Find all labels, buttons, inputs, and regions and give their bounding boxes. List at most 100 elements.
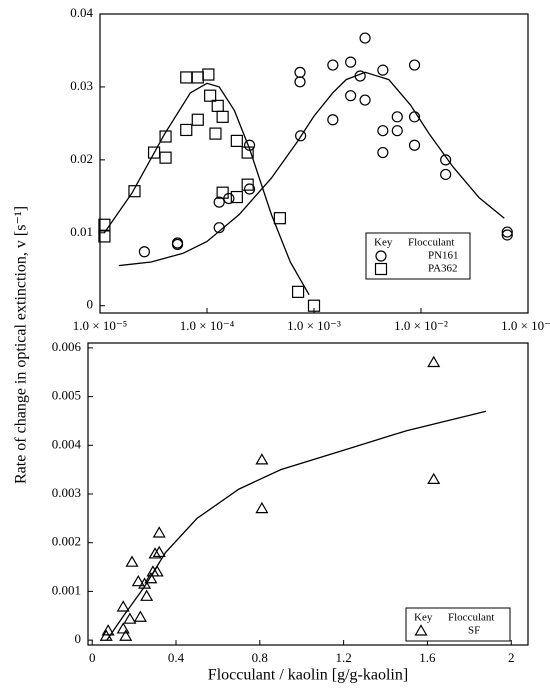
square-marker	[209, 127, 222, 140]
square-marker	[159, 130, 172, 143]
square-marker	[98, 218, 111, 231]
square-marker	[273, 212, 286, 225]
square-marker	[204, 89, 217, 102]
legend-header: Flocculant	[448, 612, 494, 624]
triangle-marker	[116, 622, 130, 634]
legend-header: Key	[374, 237, 393, 249]
triangle-marker	[255, 501, 269, 514]
plot-frame	[87, 342, 529, 646]
x-tick-label: 1.2	[335, 650, 351, 665]
circle-marker	[294, 66, 306, 78]
x-tick-label: 0	[89, 650, 96, 665]
triangle-marker	[152, 545, 166, 558]
circle-marker	[408, 59, 421, 71]
circle-marker	[501, 229, 513, 241]
circle-marker	[408, 111, 421, 123]
circle-marker	[345, 90, 357, 102]
y-tick-label: 0.02	[70, 151, 93, 166]
legend-header: Key	[414, 612, 433, 624]
fit-curve	[118, 71, 505, 267]
square-marker	[98, 230, 111, 243]
triangle-marker	[148, 547, 162, 559]
circle-marker	[243, 139, 256, 151]
square-marker	[202, 68, 215, 81]
x-tick-label: 1.0 × 10⁻⁴	[180, 318, 235, 333]
triangle-marker	[150, 565, 164, 577]
circle-marker	[391, 125, 403, 137]
circle-marker	[354, 70, 366, 82]
y-tick-label: 0.01	[70, 224, 93, 239]
y-tick-label: 0	[87, 297, 94, 312]
square-marker	[128, 185, 141, 198]
circle-marker	[440, 168, 452, 181]
y-tick-label: 0.006	[52, 339, 82, 354]
fit-curve	[103, 82, 310, 296]
circle-marker	[391, 111, 403, 123]
y-tick-label: 0.005	[52, 388, 81, 403]
circle-marker	[345, 56, 357, 68]
circle-marker	[501, 226, 513, 238]
x-tick-label: 1.0 × 10⁻⁵	[73, 318, 127, 333]
triangle-marker	[427, 355, 441, 368]
triangle-marker	[131, 574, 145, 587]
circle-marker	[377, 146, 389, 159]
x-tick-label: 0.8	[252, 650, 268, 665]
square-marker	[180, 123, 193, 137]
y-tick-label: 0.004	[52, 436, 82, 451]
square-marker	[241, 178, 254, 191]
circle-marker	[213, 222, 225, 234]
circle-marker	[294, 76, 306, 88]
circle-marker	[295, 130, 307, 142]
square-marker	[159, 151, 172, 164]
triangle-marker	[119, 629, 133, 641]
fit-curve	[106, 410, 487, 641]
legend-label: PA362	[428, 263, 458, 275]
square-marker	[230, 190, 243, 204]
triangle-marker	[138, 577, 152, 589]
legend-box	[365, 232, 471, 280]
circle-marker	[171, 237, 184, 249]
legend-marker	[414, 624, 428, 636]
x-tick-label: 2	[508, 650, 515, 665]
y-tick-label: 0.002	[52, 534, 81, 549]
triangle-marker	[125, 555, 139, 567]
circle-marker	[327, 59, 339, 71]
circle-marker	[408, 139, 421, 151]
square-marker	[230, 134, 243, 147]
triangle-marker	[255, 453, 269, 465]
triangle-marker	[140, 589, 154, 601]
square-marker	[291, 285, 305, 298]
x-tick-label: 1.0 × 10⁻²	[394, 318, 448, 333]
square-marker	[307, 299, 321, 312]
x-tick-label: 0.4	[168, 650, 185, 665]
x-tick-label: 1.0 × 10⁻¹	[501, 318, 550, 333]
square-marker	[216, 110, 229, 123]
square-marker	[191, 113, 204, 126]
triangle-marker	[133, 610, 147, 622]
y-axis-label: Rate of change in optical extinction, v …	[13, 206, 30, 484]
circle-marker	[213, 196, 225, 208]
square-marker	[191, 71, 204, 84]
circle-marker	[327, 114, 339, 126]
square-marker	[216, 186, 229, 199]
legend-header: Flocculant	[408, 237, 454, 249]
square-marker	[211, 99, 224, 112]
y-tick-label: 0	[75, 631, 82, 646]
circle-marker	[440, 154, 452, 166]
circle-marker	[243, 183, 256, 195]
square-marker	[180, 71, 193, 84]
x-tick-label: 1.0 × 10⁻³	[287, 318, 341, 333]
legend-marker	[375, 250, 387, 262]
triangle-marker	[116, 600, 130, 612]
y-tick-label: 0.03	[70, 78, 93, 93]
triangle-marker	[123, 612, 137, 624]
triangle-marker	[144, 572, 158, 584]
square-marker	[241, 146, 254, 159]
y-tick-label: 0.04	[70, 5, 93, 20]
circle-marker	[138, 246, 151, 258]
y-tick-label: 0.003	[52, 485, 81, 500]
x-axis-label: Flocculant / kaolin [g/g-kaolin]	[208, 667, 408, 684]
triangle-marker	[152, 526, 166, 538]
legend-label: SF	[468, 625, 480, 637]
legend-marker	[374, 262, 388, 276]
